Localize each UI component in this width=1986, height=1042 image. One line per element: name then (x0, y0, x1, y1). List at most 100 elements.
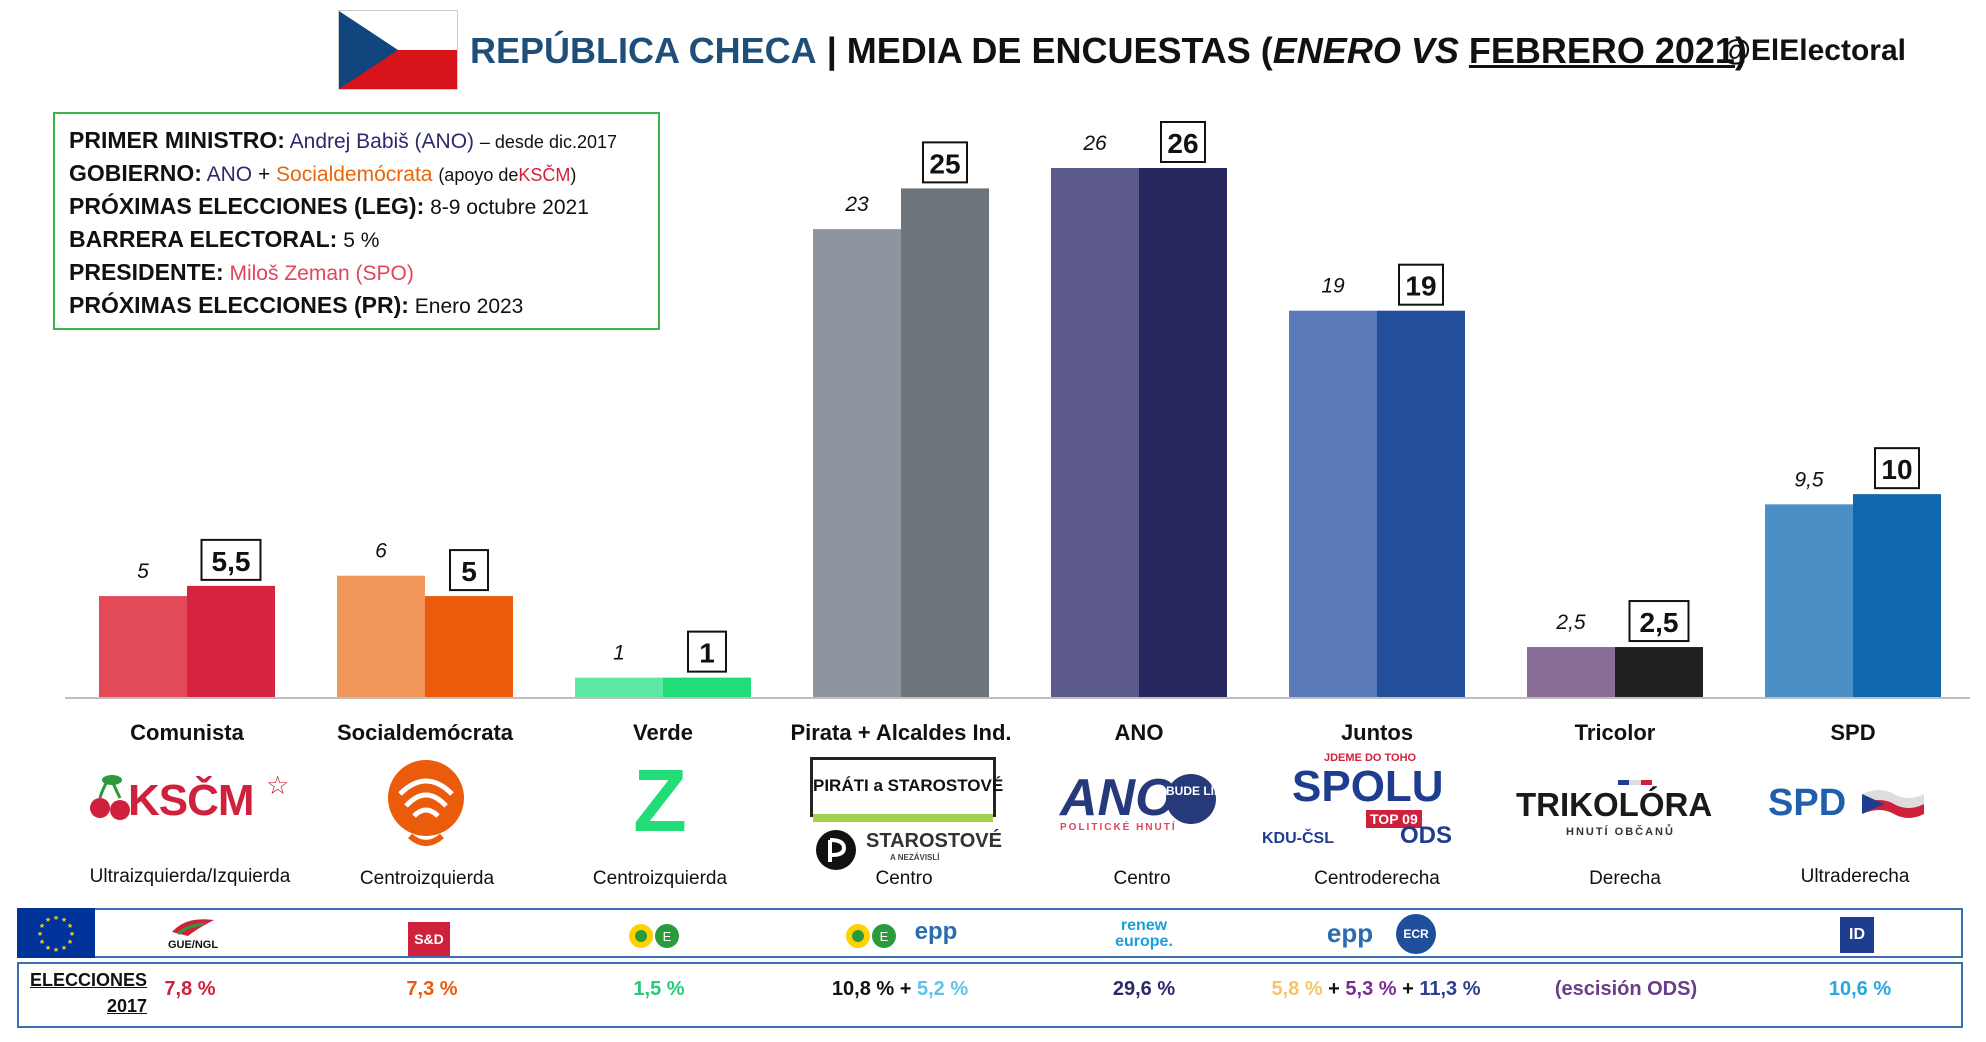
logo-spd-text: SPD (1768, 782, 1847, 824)
eu-groups-row (17, 908, 1963, 958)
eu-group-greens-verde-icon: E (629, 924, 679, 948)
svg-text:E: E (880, 929, 889, 944)
result-spolu-c: 11,3 % (1419, 978, 1481, 1000)
gov-support: (apoyo de (438, 165, 519, 185)
spd-flag-icon (1862, 790, 1924, 818)
president-value: Miloš Zeman (SPO) (229, 262, 414, 285)
value-label-febrero-6: 2,5 (1640, 607, 1679, 638)
logo-ano-badge: BUDE LÍP (1166, 774, 1222, 824)
bar-enero-6 (1527, 647, 1615, 698)
bar-enero-5 (1289, 310, 1377, 698)
logo-trikolora: TRIKOLÓRA HNUTÍ OBČANŮ (1514, 780, 1712, 840)
leg-value: 8-9 octubre 2021 (430, 196, 589, 219)
title-jan: ENERO (1272, 30, 1401, 71)
result-kscm: 7,8 % (164, 978, 216, 1000)
ideology-cssd: Centroizquierda (359, 868, 495, 889)
logo-kscm: KSČM ☆ (88, 770, 298, 830)
category-label-3: Pirata + Alcaldes Ind. (790, 720, 1011, 745)
info-gov: GOBIERNO: ANO + Socialdemócrata (apoyo d… (69, 157, 646, 190)
eu-flag-icon: ★ ★★★ ★★★★ ★★★★ (17, 908, 95, 958)
pr-label: PRÓXIMAS ELECCIONES (PR): (69, 292, 409, 318)
logo-spd: SPD (1768, 782, 1938, 832)
czech-flag-icon (338, 10, 458, 90)
value-label-enero-2: 1 (613, 642, 625, 665)
category-label-6: Tricolor (1575, 720, 1656, 745)
page-title: REPÚBLICA CHECA | MEDIA DE ENCUESTAS (ENER… (470, 26, 1747, 76)
category-label-4: ANO (1115, 720, 1164, 745)
value-label-enero-0: 5 (137, 560, 149, 583)
eu-group-epp-pirati: epp (914, 918, 958, 945)
title-country: REPÚBLICA CHECA (470, 30, 817, 71)
result-spolu: 5,8 % + 5,3 % + 11,3 % (1246, 978, 1506, 1001)
ideology-verde: Centroizquierda (592, 868, 728, 889)
bar-febrero-2 (663, 677, 751, 698)
value-label-enero-5: 19 (1321, 275, 1345, 298)
result-tricolor: (escisión ODS) (1554, 978, 1698, 1000)
logo-ods: ODS (1400, 822, 1453, 849)
svg-text:★: ★ (67, 922, 73, 930)
result-ano: 29,6 % (1112, 978, 1176, 1000)
bar-febrero-7 (1853, 494, 1941, 698)
pm-since: – desde dic.2017 (479, 132, 617, 152)
value-box-febrero-7 (1874, 447, 1920, 490)
logo-top09: TOP 09 (1366, 810, 1422, 828)
title-separator: | (826, 30, 837, 71)
logo-ano-text: ANO (1060, 769, 1176, 827)
svg-text:★: ★ (45, 944, 51, 952)
logo-ano: ANO BUDE LÍP POLITICKÉ HNUTÍ (1056, 768, 1236, 838)
bar-enero-0 (99, 596, 187, 698)
svg-text:★: ★ (37, 930, 43, 938)
info-pr: PRÓXIMAS ELECCIONES (PR): Enero 2023 (69, 289, 646, 322)
info-pm: PRIMER MINISTRO: Andrej Babiš (ANO) – de… (69, 124, 646, 157)
logo-kducsl: KDU-ČSL (1262, 830, 1334, 847)
president-label: PRESIDENTE: (69, 259, 224, 285)
result-spolu-plus1: + (1322, 978, 1346, 1000)
bar-enero-3 (813, 229, 901, 698)
bar-enero-4 (1051, 168, 1139, 698)
pm-value: Andrej Babiš (ANO) (289, 130, 475, 153)
eu-group-sd: S&D (408, 922, 450, 956)
star-icon: ☆ (266, 770, 290, 800)
eu-group-id: ID (1840, 917, 1874, 953)
category-label-5: Juntos (1341, 720, 1413, 745)
value-label-febrero-0: 5,5 (212, 546, 251, 577)
eu-group-renew: renew europe. (1104, 918, 1184, 950)
logo-spolu-text: SPOLU (1292, 762, 1444, 811)
value-label-enero-4: 26 (1082, 132, 1107, 155)
info-president: PRESIDENTE: Miloš Zeman (SPO) (69, 256, 646, 289)
svg-text:★: ★ (39, 922, 45, 930)
bar-febrero-4 (1139, 168, 1227, 698)
value-box-febrero-1 (449, 549, 489, 592)
bar-enero-1 (337, 575, 425, 698)
value-label-febrero-5: 19 (1405, 271, 1436, 302)
result-spd: 10,6 % (1828, 978, 1892, 1000)
gov-soc: Socialdemócrata (276, 163, 433, 186)
elections-label-2: 2017 (106, 996, 148, 1016)
svg-text:★: ★ (53, 914, 59, 922)
logo-trikolora-text: TRIKOLÓRA (1516, 786, 1713, 823)
logo-spolu-top: JDEME DO TOHO (1324, 752, 1417, 764)
value-label-febrero-3: 25 (929, 148, 960, 179)
logo-trikolora-stripe (1618, 780, 1652, 785)
logo-pirati-starostove: PIRÁTI a STAROSTOVÉ (810, 757, 1003, 822)
result-pirati-b: 5,2 % (916, 978, 969, 1000)
svg-text:★: ★ (45, 916, 51, 924)
logo-ano-sub: POLITICKÉ HNUTÍ (1060, 822, 1177, 833)
svg-text:★: ★ (69, 930, 75, 938)
svg-text:★: ★ (39, 938, 45, 946)
logo-cssd-rose-icon (388, 760, 464, 846)
category-label-2: Verde (633, 720, 693, 745)
ideology-kscm: Ultraizquierda/Izquierda (89, 866, 291, 887)
gov-close: ) (570, 165, 577, 185)
result-pirati-plus: + (894, 978, 917, 1000)
gov-kscm: KSČM (518, 165, 571, 185)
value-label-enero-6: 2,5 (1555, 611, 1586, 634)
svg-text:★: ★ (61, 944, 67, 952)
value-label-febrero-1: 5 (461, 556, 477, 587)
eu-group-ecr: ECR (1396, 914, 1436, 954)
info-leg: PRÓXIMAS ELECCIONES (LEG): 8-9 octubre 2… (69, 190, 646, 223)
value-box-febrero-0 (200, 538, 262, 581)
result-spolu-plus2: + (1396, 978, 1420, 1000)
title-suffix: ) (1734, 30, 1747, 71)
